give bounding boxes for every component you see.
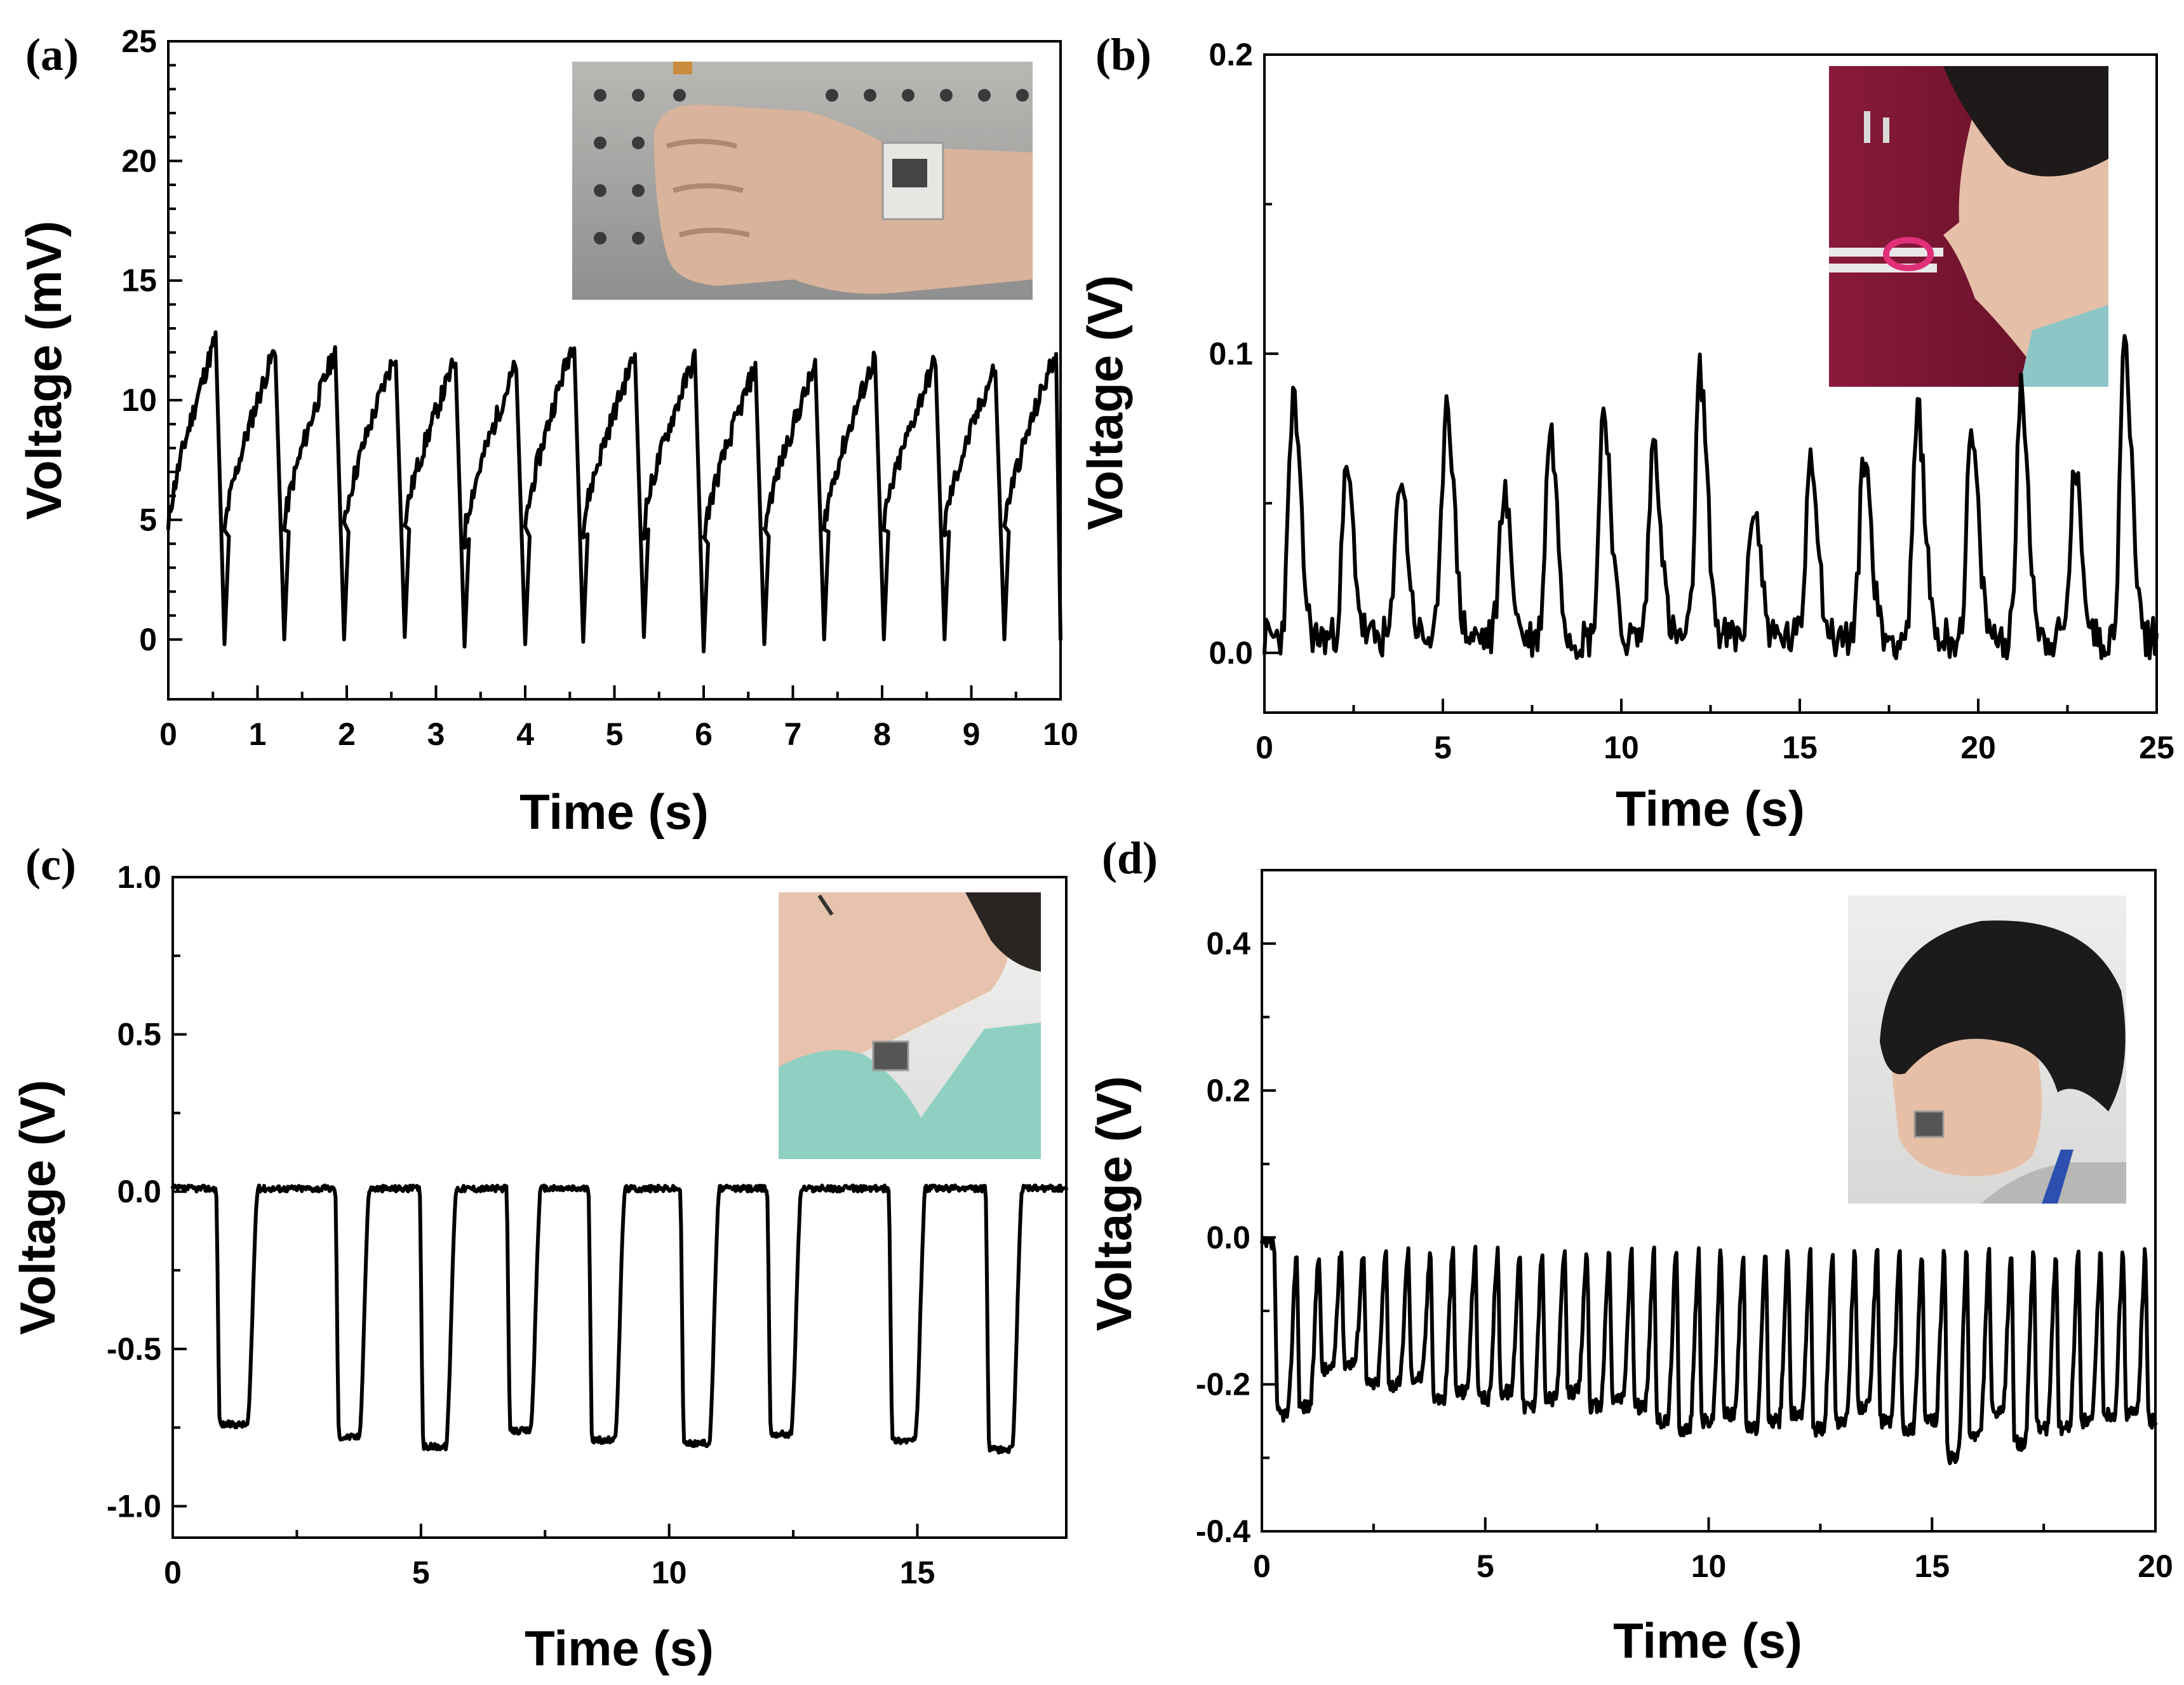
y-tick-label: 0.0 xyxy=(117,1174,161,1209)
y-tick-label: -0.4 xyxy=(1196,1514,1250,1549)
x-tick-label: 5 xyxy=(1477,1548,1494,1584)
panel-b: (b) 0 5 10 15 20 25 0.0 0.1 0.2 Voltage (V) Time… xyxy=(1077,29,2174,836)
y-tick-label: 20 xyxy=(121,143,157,178)
panel-label: (b) xyxy=(1095,29,1151,80)
y-tick-label: 0.4 xyxy=(1206,926,1250,962)
y-axis-title: Voltage (V) xyxy=(10,1080,65,1335)
panel-label: (c) xyxy=(25,839,76,890)
x-tick-label: 5 xyxy=(1434,730,1452,765)
x-tick-label: 15 xyxy=(1782,730,1818,765)
inset-photo-cheek xyxy=(1848,896,2126,1204)
x-tick-label: 9 xyxy=(963,716,981,752)
x-tick-label: 8 xyxy=(873,716,891,752)
y-tick-label: 5 xyxy=(139,502,157,537)
x-tick-label: 25 xyxy=(2139,730,2174,765)
series-line xyxy=(171,1183,1068,1455)
x-tick-label: 10 xyxy=(1604,730,1639,765)
y-tick-label: 25 xyxy=(121,23,157,59)
x-tick-label: 10 xyxy=(1043,716,1078,752)
series-line xyxy=(166,330,1062,654)
y-tick-label: 0.0 xyxy=(1209,635,1253,671)
x-axis-title: Time (s) xyxy=(519,784,709,840)
y-tick-label: 0.2 xyxy=(1209,37,1253,72)
panel-label: (a) xyxy=(25,29,79,80)
y-tick-label: 0.5 xyxy=(117,1017,161,1052)
y-tick-label: 15 xyxy=(121,263,157,299)
y-tick-label: 1.0 xyxy=(117,859,161,895)
y-axis-title: Voltage (V) xyxy=(1086,1076,1142,1331)
panel-d: (d) 0 5 10 15 20 -0.4 -0.2 0.0 0.2 0.4 Voltage (V… xyxy=(1086,833,2173,1668)
y-tick-label: 0 xyxy=(139,622,157,657)
x-tick-label: 0 xyxy=(1253,1548,1271,1584)
axis-ticks: 0 1 2 3 4 5 6 7 8 9 10 0 5 10 15 20 25 xyxy=(121,23,1078,752)
axis-ticks: 0 5 10 15 20 25 0.0 0.1 0.2 xyxy=(1209,37,2174,765)
axis-ticks: 0 5 10 15 -1.0 -0.5 0.0 0.5 1.0 xyxy=(107,859,935,1590)
y-axis-title: Voltage (V) xyxy=(1077,275,1133,530)
y-tick-label: 0.0 xyxy=(1206,1219,1250,1255)
inset-photo-nostril xyxy=(1829,66,2108,387)
x-tick-label: 1 xyxy=(249,716,267,752)
panel-label: (d) xyxy=(1102,833,1158,883)
y-axis-title: Voltage (mV) xyxy=(16,221,72,520)
x-tick-label: 20 xyxy=(1960,730,1996,765)
axis-ticks: 0 5 10 15 20 -0.4 -0.2 0.0 0.2 0.4 xyxy=(1196,926,2173,1584)
plot-frame xyxy=(171,876,1068,1539)
y-tick-label: -0.5 xyxy=(107,1331,161,1367)
x-axis-title: Time (s) xyxy=(1616,781,1805,836)
x-axis-title: Time (s) xyxy=(1613,1613,1802,1668)
x-tick-label: 5 xyxy=(412,1555,430,1590)
x-tick-label: 6 xyxy=(695,716,713,752)
x-tick-label: 0 xyxy=(1256,730,1273,765)
x-tick-label: 20 xyxy=(2138,1548,2173,1584)
x-tick-label: 2 xyxy=(338,716,356,752)
panel-c: (c) 0 5 10 15-1.0-0.50.00.51.0 Voltage (V) … xyxy=(10,839,1068,1676)
y-tick-label: 10 xyxy=(121,382,157,418)
x-tick-label: 15 xyxy=(1914,1548,1950,1584)
x-tick-label: 5 xyxy=(606,716,624,752)
x-tick-label: 3 xyxy=(427,716,445,752)
x-tick-label: 0 xyxy=(164,1555,182,1590)
y-tick-label: -0.2 xyxy=(1196,1367,1250,1402)
x-tick-label: 15 xyxy=(900,1555,935,1590)
y-tick-label: -1.0 xyxy=(107,1488,161,1524)
series-line xyxy=(1260,1235,2157,1465)
x-tick-label: 0 xyxy=(159,716,177,752)
x-tick-label: 10 xyxy=(652,1555,687,1590)
inset-photo-wrist xyxy=(572,62,1033,300)
series-line xyxy=(1263,333,2159,661)
x-axis-title: Time (s) xyxy=(525,1620,714,1676)
x-tick-label: 4 xyxy=(516,716,534,752)
y-tick-label: 0.2 xyxy=(1206,1073,1250,1108)
y-tick-label: 0.1 xyxy=(1209,336,1253,372)
x-tick-label: 7 xyxy=(784,716,802,752)
inset-photo-throat xyxy=(779,892,1041,1159)
x-tick-label: 10 xyxy=(1691,1548,1727,1584)
